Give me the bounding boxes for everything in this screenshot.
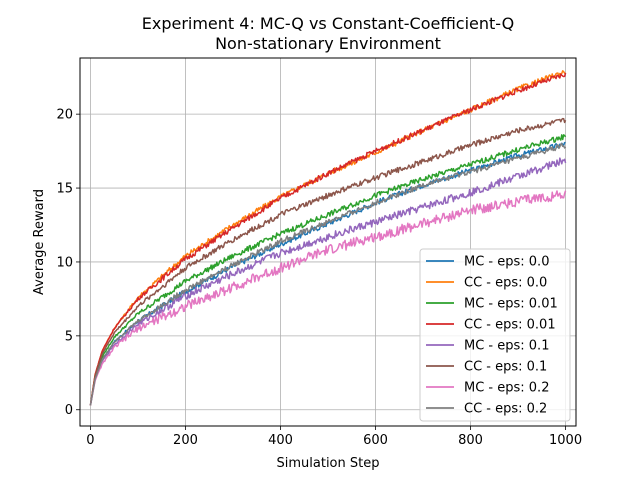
series-line (89, 134, 567, 406)
legend-label: CC - eps: 0.2 (464, 402, 547, 417)
legend-label: MC - eps: 0.1 (464, 339, 549, 354)
series-line (89, 190, 567, 406)
legend-label: MC - eps: 0.0 (464, 255, 549, 270)
x-tick-label: 600 (363, 433, 388, 448)
x-axis-label: Simulation Step (277, 456, 380, 471)
chart-title-line-1: Experiment 4: MC-Q vs Constant-Coefficie… (142, 14, 515, 33)
series-line (89, 157, 567, 406)
legend-label: MC - eps: 0.01 (464, 297, 558, 312)
y-tick-label: 0 (65, 403, 73, 418)
x-tick-label: 400 (268, 433, 293, 448)
x-tick-label: 0 (86, 433, 94, 448)
axis-ticks: 0 200 400 600 800 1000 0 5 10 15 20 (56, 108, 582, 448)
y-tick-label: 20 (56, 108, 73, 123)
plot-area-frame (79, 57, 577, 427)
y-tick-label: 5 (65, 329, 73, 344)
legend-label: CC - eps: 0.01 (464, 318, 556, 333)
x-tick-label: 200 (173, 433, 198, 448)
legend-label: CC - eps: 0.1 (464, 360, 547, 375)
y-tick-label: 10 (56, 255, 73, 270)
chart-title-line-2: Non-stationary Environment (215, 34, 441, 53)
x-tick-label: 1000 (549, 433, 582, 448)
legend: MC - eps: 0.0 CC - eps: 0.0 MC - eps: 0.01… (419, 248, 571, 422)
series-lines (89, 70, 567, 406)
y-tick-label: 15 (56, 182, 73, 197)
legend-label: CC - eps: 0.0 (464, 276, 547, 291)
series-line (89, 72, 567, 406)
series-line (89, 142, 567, 406)
x-tick-label: 800 (458, 433, 483, 448)
grid-lines (80, 58, 576, 426)
y-axis-label: Average Reward (32, 189, 47, 295)
legend-label: MC - eps: 0.2 (464, 381, 549, 396)
series-line (89, 117, 567, 406)
legend-box (419, 248, 571, 422)
